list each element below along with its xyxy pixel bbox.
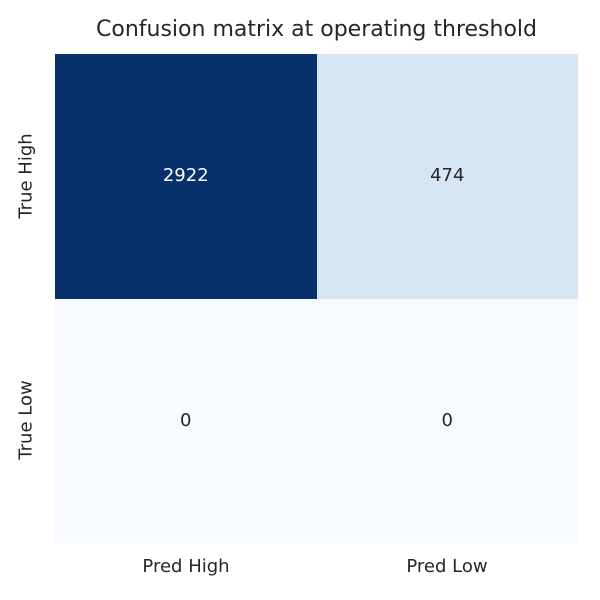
cell-value: 0	[441, 409, 453, 431]
heatmap-cell-true-high-pred-high: 2922	[55, 54, 317, 299]
cell-value: 474	[430, 165, 465, 187]
x-tick-label-pred-high: Pred High	[142, 556, 230, 577]
cell-value: 0	[180, 409, 192, 431]
y-tick-label-true-low: True Low	[15, 380, 37, 460]
y-tick-label-true-high: True High	[15, 133, 37, 219]
x-tick-label-pred-low: Pred Low	[406, 556, 488, 577]
heatmap-grid: 2922 474 0 0	[55, 54, 578, 543]
cell-value: 2922	[162, 165, 209, 187]
chart-title: Confusion matrix at operating threshold	[96, 17, 537, 42]
heatmap-cell-true-high-pred-low: 474	[316, 54, 578, 299]
heatmap-cell-true-low-pred-high: 0	[55, 298, 317, 543]
heatmap-cell-true-low-pred-low: 0	[316, 298, 578, 543]
